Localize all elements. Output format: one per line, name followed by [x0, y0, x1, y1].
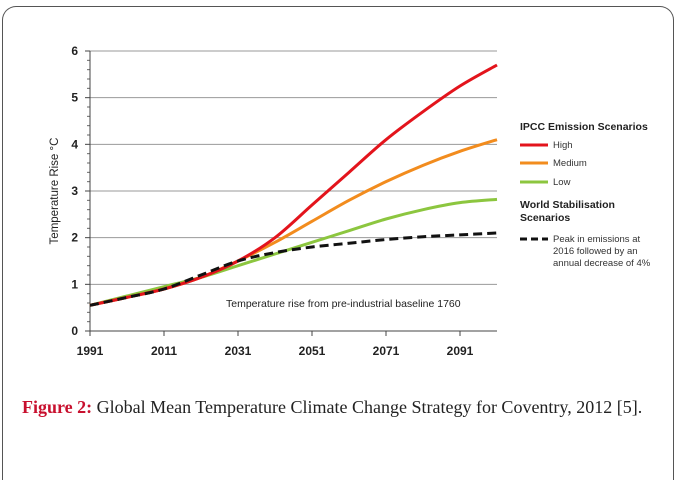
legend-label-medium: Medium — [553, 158, 587, 169]
legend-label-dashed-line2: 2016 followed by an — [553, 246, 638, 257]
figure-frame — [2, 6, 674, 480]
y-axis-label: Temperature Rise °C — [49, 138, 61, 245]
legend-label-dashed-line3: annual decrease of 4% — [553, 258, 651, 269]
figure-caption-label: Figure 2: — [22, 397, 93, 417]
y-tick-label-3: 3 — [71, 184, 78, 198]
x-tick-label-2011: 2011 — [151, 344, 177, 358]
y-axis-ticks: 0 1 2 3 4 5 6 — [71, 44, 90, 338]
y-tick-label-1: 1 — [71, 277, 78, 291]
x-tick-label-1991: 1991 — [77, 344, 104, 358]
series-lines — [89, 63, 498, 307]
y-tick-label-2: 2 — [71, 231, 78, 245]
y-tick-label-6: 6 — [71, 44, 78, 58]
figure-caption-text: Global Mean Temperature Climate Change S… — [92, 397, 643, 417]
x-axis-ticks: 1991 2011 2031 2051 2071 2091 — [77, 331, 474, 358]
legend-group2-title-line2: Scenarios — [520, 212, 570, 224]
figure-caption: Figure 2: Global Mean Temperature Climat… — [22, 395, 654, 419]
series-line-low — [89, 197, 498, 307]
legend-label-dashed-line1: Peak in emissions at — [553, 234, 640, 245]
y-tick-label-4: 4 — [71, 137, 78, 151]
gridlines — [90, 50, 497, 285]
series-line-high — [89, 63, 498, 307]
y-tick-label-5: 5 — [71, 91, 78, 105]
chart-annotation: Temperature rise from pre-industrial bas… — [226, 298, 461, 310]
x-tick-label-2051: 2051 — [299, 344, 326, 358]
legend: IPCC Emission Scenarios High Medium Low … — [520, 121, 651, 269]
temperature-chart: 0 1 2 3 4 5 6 1991 2011 2031 2051 2071 2091 Tempera… — [49, 44, 651, 358]
legend-group1-title: IPCC Emission Scenarios — [520, 121, 648, 133]
x-tick-label-2071: 2071 — [373, 344, 400, 358]
series-line-stabilisation — [89, 231, 498, 307]
legend-group2-title-line1: World Stabilisation — [520, 199, 615, 211]
legend-label-high: High — [553, 140, 573, 151]
legend-label-low: Low — [553, 177, 571, 188]
x-tick-label-2031: 2031 — [225, 344, 252, 358]
x-tick-label-2091: 2091 — [447, 344, 474, 358]
y-tick-label-0: 0 — [71, 324, 78, 338]
